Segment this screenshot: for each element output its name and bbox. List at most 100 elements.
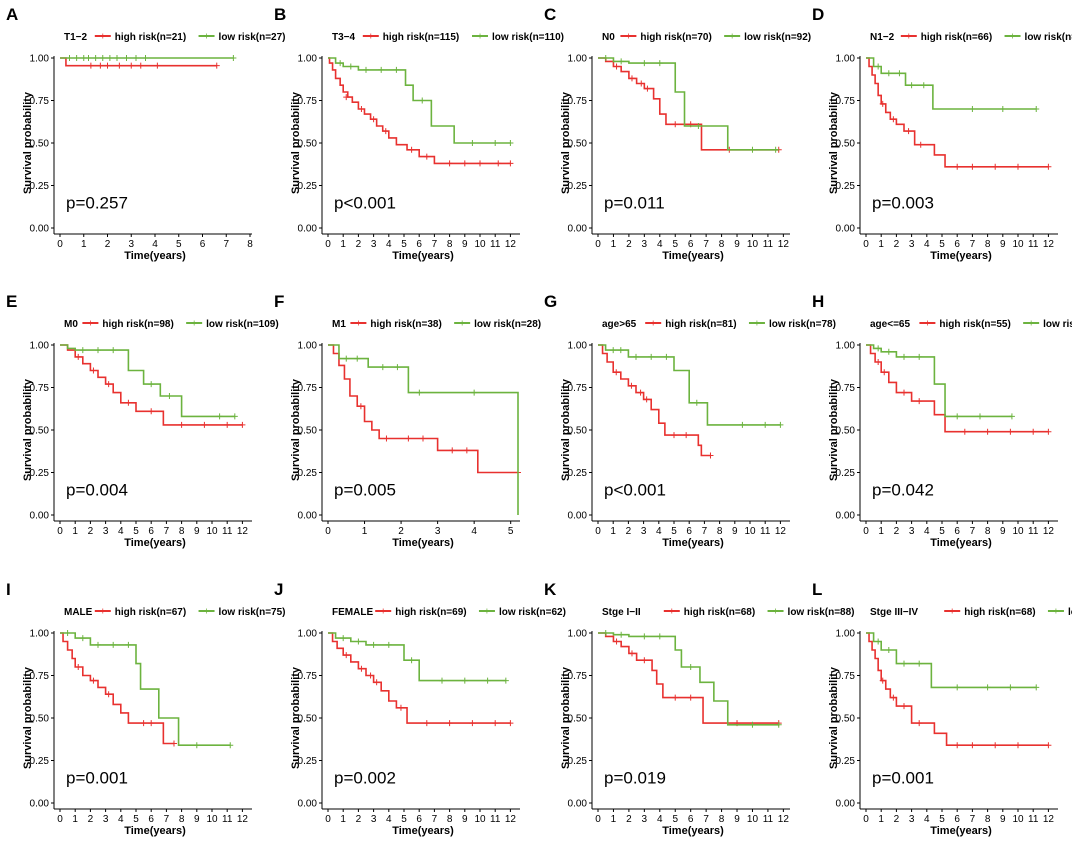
- km-curve-high: [60, 632, 174, 745]
- legend-high-label: high risk(n=81): [665, 319, 736, 330]
- y-tick-label: 0.00: [568, 799, 588, 810]
- censor-mark-low: [66, 55, 73, 61]
- censor-mark-low: [92, 55, 99, 61]
- censor-mark-high: [463, 447, 470, 454]
- censor-mark-low: [461, 677, 468, 684]
- legend-strata: Stge I−II: [602, 607, 641, 618]
- censor-mark-high: [397, 704, 404, 711]
- y-tick-label: 0.50: [30, 714, 50, 725]
- censor-mark-high: [358, 665, 365, 672]
- x-tick-label: 0: [325, 239, 331, 250]
- x-tick-label: 4: [118, 814, 124, 825]
- y-tick-label: 0.75: [298, 671, 318, 682]
- censor-mark-high: [916, 720, 923, 727]
- censor-mark-low: [984, 684, 991, 691]
- panel-label: H: [812, 292, 824, 311]
- censor-mark-low: [602, 55, 609, 61]
- censor-mark-low: [954, 684, 961, 691]
- x-tick-label: 1: [610, 526, 616, 537]
- censor-mark-low: [969, 106, 976, 112]
- y-tick-label: 1.00: [568, 629, 588, 640]
- censor-mark-high: [628, 382, 635, 389]
- x-tick-label: 1: [878, 526, 884, 537]
- censor-mark-low: [385, 641, 392, 648]
- x-tick-label: 10: [747, 814, 759, 825]
- x-tick-label: 11: [1028, 814, 1039, 825]
- y-tick-label: 0.75: [30, 96, 50, 107]
- censor-mark-high: [148, 408, 155, 415]
- censor-mark-low: [641, 60, 648, 67]
- censor-mark-low: [617, 347, 624, 354]
- y-axis-title: Survival probability: [828, 91, 840, 194]
- censor-mark-high: [423, 153, 430, 160]
- x-tick-label: 11: [760, 526, 771, 537]
- p-value: p=0.003: [872, 194, 934, 213]
- x-tick-label: 5: [133, 526, 139, 537]
- y-tick-label: 1.00: [30, 629, 50, 640]
- legend-low-marker: +: [729, 32, 735, 43]
- censor-mark-low: [110, 347, 117, 354]
- censor-mark-low: [148, 381, 155, 388]
- censor-mark-low: [166, 393, 173, 399]
- y-tick-label: 0.00: [30, 224, 50, 235]
- x-tick-label: 6: [416, 239, 422, 250]
- x-tick-label: 3: [103, 814, 109, 825]
- censor-mark-high: [879, 677, 886, 684]
- y-tick-label: 0.50: [836, 426, 856, 437]
- x-tick-label: 3: [909, 814, 915, 825]
- x-tick-label: 12: [237, 526, 249, 537]
- x-tick-label: 6: [416, 814, 422, 825]
- y-tick-label: 0.75: [30, 383, 50, 394]
- x-tick-label: 5: [401, 814, 407, 825]
- legend-high-label: high risk(n=68): [684, 607, 755, 618]
- censor-mark-high: [672, 121, 679, 128]
- y-tick-label: 0.25: [298, 756, 318, 767]
- x-tick-label: 4: [924, 814, 930, 825]
- x-tick-label: 0: [595, 526, 601, 537]
- censor-mark-high: [643, 396, 650, 403]
- x-tick-label: 12: [505, 814, 517, 825]
- x-tick-label: 2: [88, 814, 94, 825]
- legend-high-marker: +: [669, 607, 675, 618]
- x-tick-label: 9: [194, 526, 200, 537]
- censor-mark-low: [618, 58, 625, 65]
- x-tick-label: 0: [863, 239, 869, 250]
- y-tick-label: 0.75: [836, 671, 856, 682]
- y-tick-label: 0.75: [298, 96, 318, 107]
- censor-mark-low: [99, 55, 106, 61]
- censor-mark-high: [628, 75, 635, 82]
- y-tick-label: 0.50: [568, 714, 588, 725]
- x-tick-label: 1: [611, 239, 617, 250]
- censor-mark-low: [110, 641, 117, 648]
- x-tick-label: 6: [954, 239, 960, 250]
- legend-high-marker: +: [924, 319, 930, 330]
- x-tick-label: 9: [734, 239, 740, 250]
- x-tick-label: 5: [939, 526, 945, 537]
- panel-label: I: [6, 580, 11, 599]
- x-tick-label: 10: [1012, 526, 1024, 537]
- censor-mark-high: [154, 62, 161, 69]
- censor-mark-low: [656, 633, 663, 640]
- x-tick-label: 9: [1000, 526, 1006, 537]
- censor-mark-high: [373, 679, 380, 686]
- censor-mark-high: [105, 381, 112, 388]
- x-tick-label: 1: [611, 814, 617, 825]
- censor-mark-low: [610, 347, 617, 354]
- y-axis-title: Survival probability: [22, 378, 34, 481]
- x-axis-title: Time(years): [930, 537, 992, 549]
- x-tick-label: 3: [642, 814, 648, 825]
- x-tick-label: 2: [105, 239, 111, 250]
- x-tick-label: 8: [179, 814, 185, 825]
- x-tick-label: 2: [356, 814, 362, 825]
- censor-mark-low: [875, 345, 882, 352]
- x-tick-label: 5: [939, 239, 945, 250]
- km-panel-j: J FEMALE + high risk(n=69) + low risk(n=62) 0.…: [274, 580, 566, 837]
- legend-low-label: low risk(n=110): [492, 32, 564, 43]
- censor-mark-high: [408, 146, 415, 153]
- censor-mark-low: [95, 347, 101, 354]
- y-tick-label: 0.00: [836, 224, 856, 235]
- x-tick-label: 8: [985, 239, 991, 250]
- x-tick-label: 12: [505, 239, 517, 250]
- y-tick-label: 0.00: [298, 224, 318, 235]
- x-tick-label: 3: [642, 239, 648, 250]
